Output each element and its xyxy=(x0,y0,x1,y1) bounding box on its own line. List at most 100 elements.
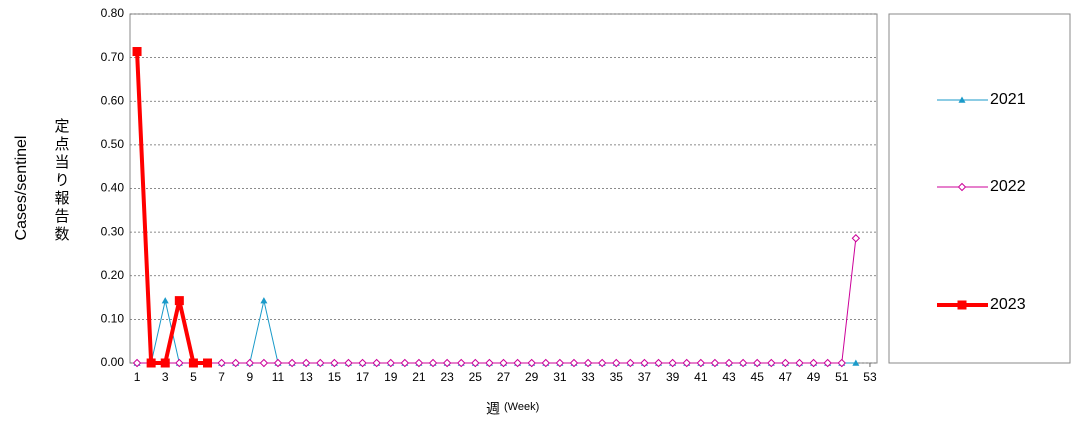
point xyxy=(555,358,565,368)
x-tick-label: 45 xyxy=(751,370,765,384)
y-tick-label: 0.20 xyxy=(101,268,125,282)
point xyxy=(752,358,762,368)
legend-label: 2021 xyxy=(990,91,1026,108)
point xyxy=(132,358,142,368)
x-tick-label: 31 xyxy=(553,370,567,384)
y-axis-label: Cases/sentinel xyxy=(13,136,30,241)
point xyxy=(823,358,832,368)
point xyxy=(795,358,804,368)
point xyxy=(738,358,748,368)
x-tick-label: 19 xyxy=(384,370,398,384)
point xyxy=(457,358,466,368)
legend-label: 2022 xyxy=(990,178,1026,195)
series-line xyxy=(135,51,208,365)
point xyxy=(217,358,226,368)
x-tick-label: 15 xyxy=(328,370,342,384)
y-tick-label: 0.40 xyxy=(101,181,125,195)
x-tick-label: 41 xyxy=(694,370,708,384)
x-tick-label: 47 xyxy=(779,370,793,384)
x-tick-label: 9 xyxy=(246,370,253,384)
point xyxy=(442,358,452,368)
x-tick-label: 27 xyxy=(497,370,511,384)
point xyxy=(344,358,353,368)
y-tick-label: 0.30 xyxy=(101,224,125,238)
point xyxy=(781,358,790,368)
x-tick-label: 53 xyxy=(863,370,877,384)
legend-marker xyxy=(958,96,966,103)
point xyxy=(301,358,311,368)
point xyxy=(358,358,367,368)
point xyxy=(499,358,508,368)
point xyxy=(583,358,593,368)
point xyxy=(682,358,691,368)
legend-box xyxy=(888,13,1071,364)
point xyxy=(174,296,184,306)
point xyxy=(146,358,156,368)
x-tick-label: 37 xyxy=(638,370,652,384)
point xyxy=(809,358,818,368)
y-tick-label: 0.80 xyxy=(101,6,125,20)
y-axis-label-ja: 定点当り報告数 xyxy=(53,118,70,244)
x-axis-label: 週 xyxy=(486,401,500,417)
x-tick-label: 33 xyxy=(581,370,595,384)
y-tick-label: 0.60 xyxy=(101,93,125,107)
point xyxy=(161,297,169,304)
x-axis-label-note: (Week) xyxy=(504,401,539,413)
point xyxy=(316,358,325,368)
x-tick-label: 51 xyxy=(835,370,849,384)
point xyxy=(471,358,480,368)
legend-marker xyxy=(957,300,967,310)
point xyxy=(188,358,198,368)
point xyxy=(513,358,522,368)
x-tick-label: 23 xyxy=(440,370,454,384)
y-tick-label: 0.50 xyxy=(101,137,125,151)
point xyxy=(626,358,635,368)
point xyxy=(203,358,213,368)
point xyxy=(710,358,720,368)
point xyxy=(372,358,381,368)
point xyxy=(485,358,494,368)
point xyxy=(640,358,649,368)
legend-label: 2023 xyxy=(990,296,1026,313)
point xyxy=(541,358,550,368)
point xyxy=(527,358,536,368)
x-tick-label: 25 xyxy=(469,370,483,384)
x-tick-label: 7 xyxy=(218,370,225,384)
legend-marker xyxy=(957,182,967,192)
point xyxy=(231,358,240,368)
y-tick-label: 0.70 xyxy=(101,50,125,64)
x-tick-label: 29 xyxy=(525,370,539,384)
point xyxy=(287,358,297,368)
point xyxy=(330,358,339,368)
point xyxy=(654,358,663,368)
point xyxy=(259,358,269,368)
x-tick-label: 13 xyxy=(299,370,313,384)
x-tick-label: 35 xyxy=(610,370,624,384)
point xyxy=(597,358,607,368)
x-tick-label: 5 xyxy=(190,370,197,384)
point xyxy=(767,358,776,368)
series-line xyxy=(137,238,857,364)
point xyxy=(837,358,846,368)
point xyxy=(175,358,184,368)
x-tick-label: 43 xyxy=(722,370,736,384)
point xyxy=(668,358,677,368)
x-tick-label: 11 xyxy=(272,370,285,384)
point xyxy=(400,358,410,368)
x-tick-label: 3 xyxy=(162,370,169,384)
point xyxy=(612,358,621,368)
x-tick-label: 17 xyxy=(356,370,370,384)
point xyxy=(851,234,861,243)
point xyxy=(132,47,142,57)
point xyxy=(386,358,395,368)
point xyxy=(260,297,268,304)
point xyxy=(414,358,424,368)
y-tick-label: 0.10 xyxy=(101,312,125,326)
point xyxy=(160,358,170,368)
x-tick-label: 21 xyxy=(412,370,426,384)
x-tick-label: 39 xyxy=(666,370,680,384)
point xyxy=(724,358,734,368)
point xyxy=(245,358,255,368)
point xyxy=(569,358,579,368)
